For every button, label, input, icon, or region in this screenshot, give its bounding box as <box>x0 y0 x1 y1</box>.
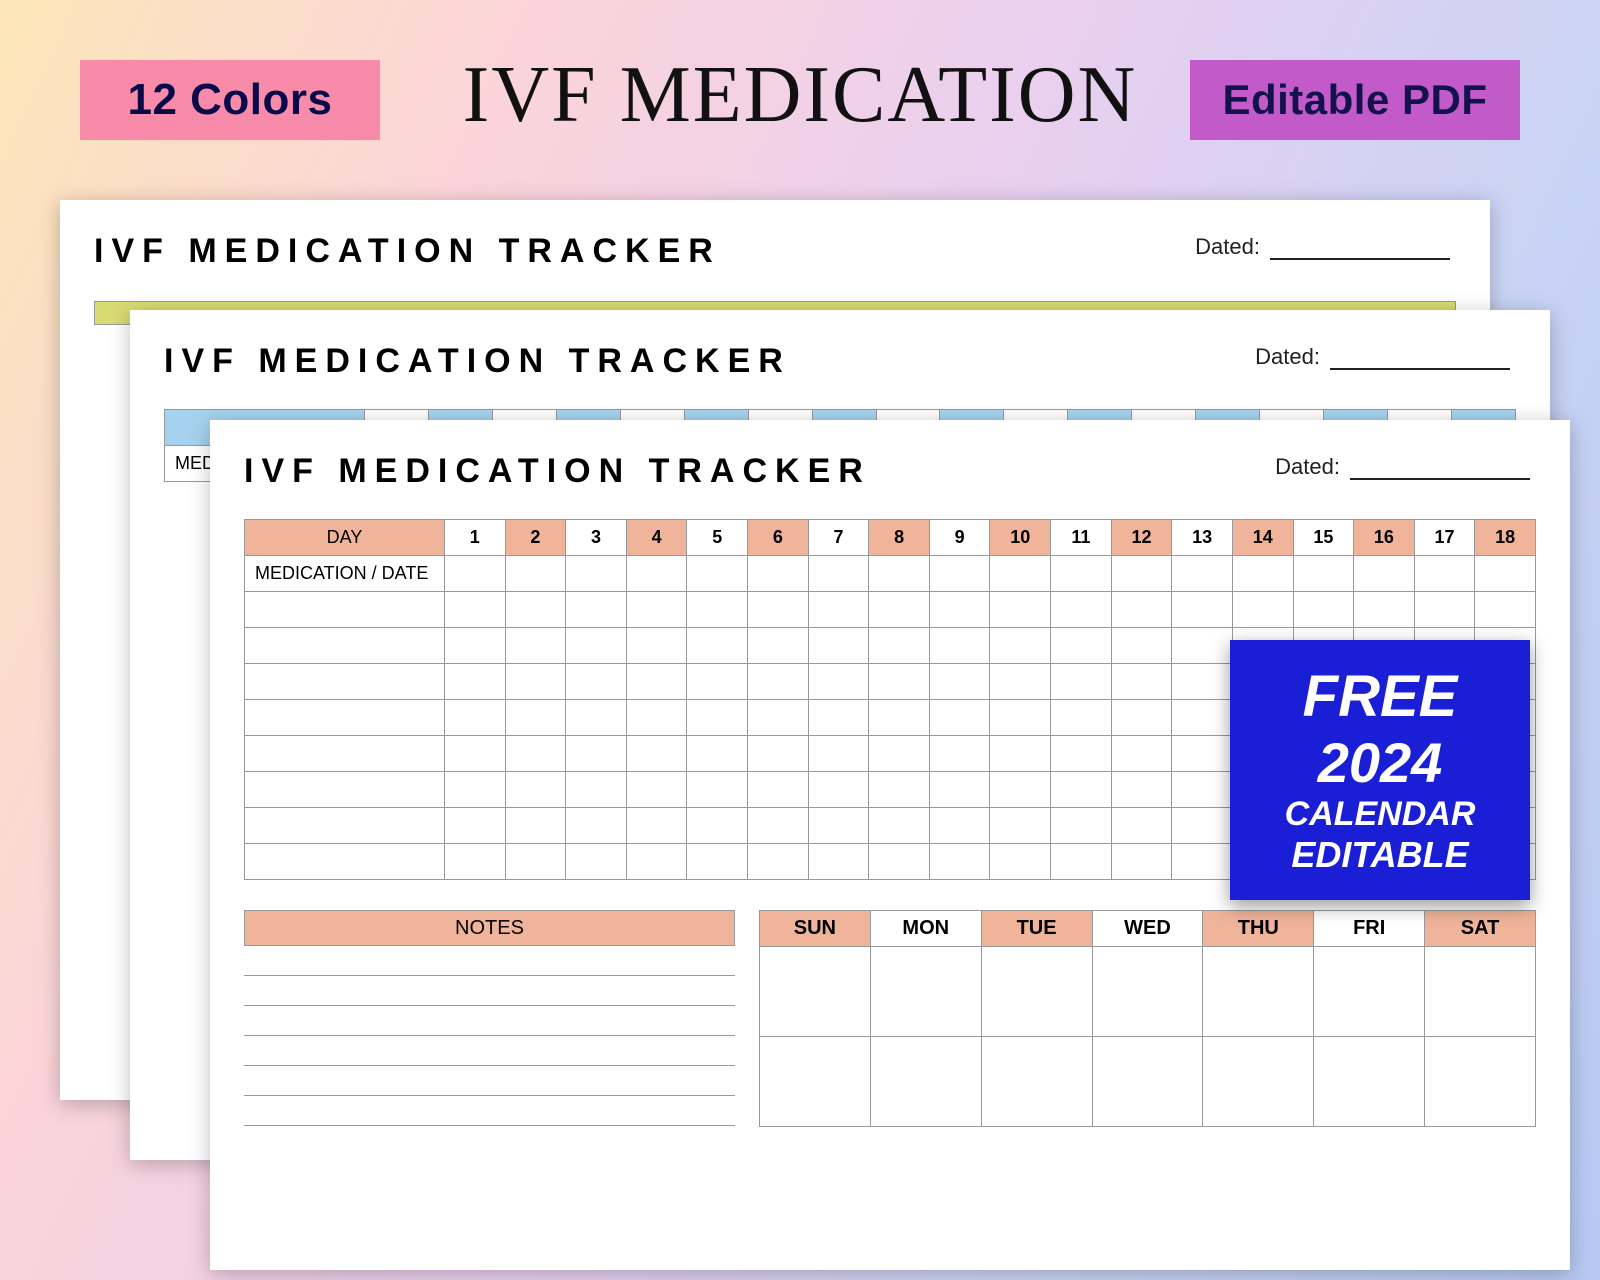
promo-line: FREE <box>1248 664 1512 731</box>
promo-line: EDITABLE <box>1248 834 1512 875</box>
dated-field: Dated: <box>1195 234 1450 260</box>
week-table: SUNMONTUEWEDTHUFRISAT <box>759 910 1536 1127</box>
badge-colors: 12 Colors <box>80 60 380 140</box>
canvas: IVF MEDICATION 12 Colors Editable PDF IV… <box>0 0 1600 1280</box>
dated-label: Dated: <box>1255 344 1320 369</box>
badge-editable: Editable PDF <box>1190 60 1520 140</box>
promo-box: FREE 2024 CALENDAR EDITABLE <box>1230 640 1530 900</box>
dated-label: Dated: <box>1195 234 1260 259</box>
dated-field: Dated: <box>1275 454 1530 480</box>
notes-header: NOTES <box>244 910 735 946</box>
dated-field: Dated: <box>1255 344 1510 370</box>
promo-line: 2024 <box>1248 731 1512 795</box>
notes-block: NOTES <box>244 910 735 1127</box>
dated-label: Dated: <box>1275 454 1340 479</box>
lower-row: NOTES SUNMONTUEWEDTHUFRISAT <box>244 910 1536 1127</box>
promo-line: CALENDAR <box>1248 795 1512 834</box>
week-block: SUNMONTUEWEDTHUFRISAT <box>759 910 1536 1127</box>
